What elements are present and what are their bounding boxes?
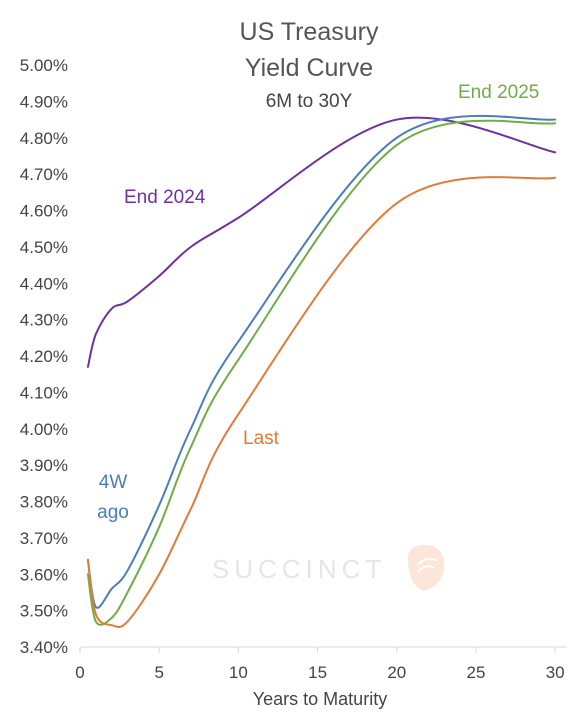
y-tick-label: 3.60% (20, 565, 68, 584)
watermark: SUCCINCT (212, 545, 444, 591)
x-tick-label: 5 (154, 663, 163, 682)
chart-title-line-1: US Treasury (240, 18, 379, 46)
series-label-last: Last (243, 428, 280, 449)
y-tick-label: 4.90% (20, 92, 68, 111)
chart-title-line-2: Yield Curve (245, 54, 373, 82)
y-tick-label: 4.80% (20, 129, 68, 148)
x-tick-label: 20 (387, 663, 406, 682)
watermark-text: SUCCINCT (212, 554, 386, 584)
x-tick-label: 10 (229, 663, 248, 682)
series-line-4w-ago (86, 114, 557, 609)
x-axis-label: Years to Maturity (253, 689, 387, 709)
y-tick-label: 5.00% (20, 56, 68, 75)
series-label-4w-ago-line-1: 4W (99, 472, 128, 493)
y-tick-label: 3.40% (20, 638, 68, 657)
series-label-4w-ago-line-2: ago (97, 502, 129, 523)
x-axis-ticks: 0 5 10 15 20 25 30 (75, 647, 565, 682)
watermark-logo-icon (408, 545, 444, 591)
y-tick-label: 4.00% (20, 420, 68, 439)
y-tick-label: 4.50% (20, 238, 68, 257)
chart-subtitle: 6M to 30Y (266, 91, 353, 112)
y-tick-label: 3.90% (20, 456, 68, 475)
series-lines (86, 114, 557, 628)
x-tick-label: 25 (467, 663, 486, 682)
y-tick-label: 4.30% (20, 311, 68, 330)
y-tick-label: 3.50% (20, 602, 68, 621)
y-axis-ticks: 3.40% 3.50% 3.60% 3.70% 3.80% 3.90% 4.00% 4.10%… (20, 56, 68, 657)
y-tick-label: 3.80% (20, 493, 68, 512)
x-tick-label: 15 (308, 663, 327, 682)
x-tick-label: 0 (75, 663, 84, 682)
series-label-end-2024: End 2024 (124, 187, 206, 208)
y-tick-label: 4.70% (20, 165, 68, 184)
y-tick-label: 4.20% (20, 347, 68, 366)
y-tick-label: 3.70% (20, 529, 68, 548)
series-line-last (86, 176, 557, 628)
y-tick-label: 4.40% (20, 274, 68, 293)
series-line-end-2024 (86, 116, 557, 368)
y-tick-label: 4.60% (20, 202, 68, 221)
series-line-end-2025 (86, 119, 557, 626)
x-tick-label: 30 (546, 663, 565, 682)
y-tick-label: 4.10% (20, 383, 68, 402)
series-label-end-2025: End 2025 (458, 82, 539, 103)
